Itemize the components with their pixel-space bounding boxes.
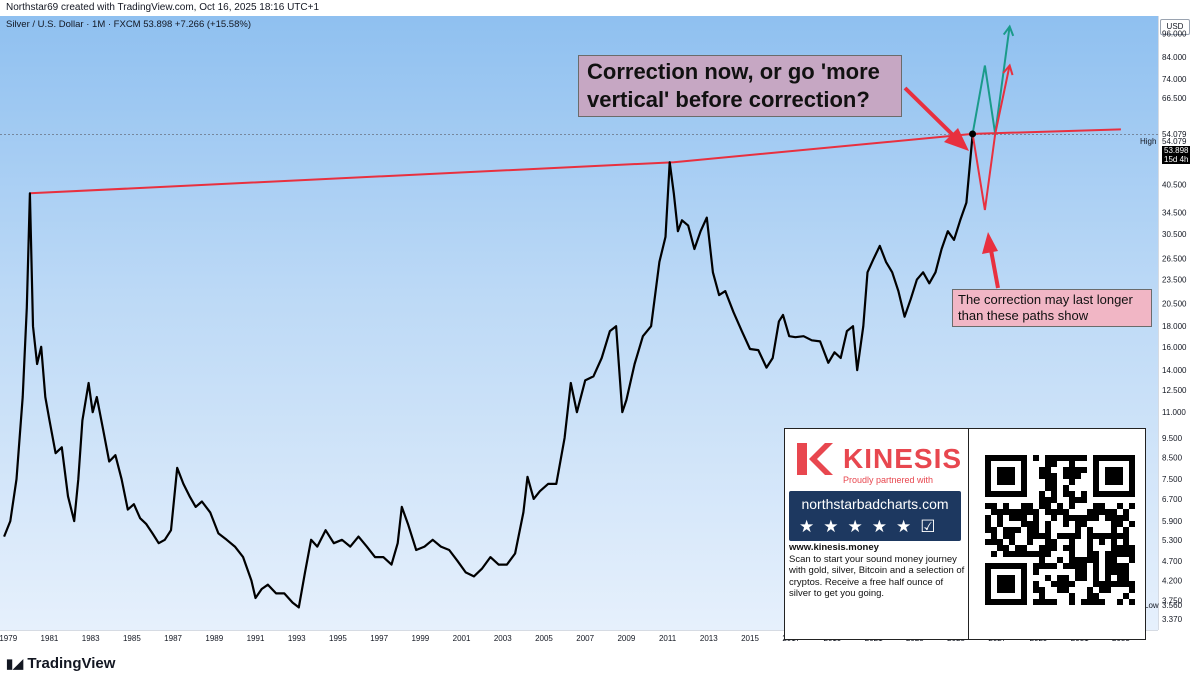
attribution-text: Northstar69 created with TradingView.com…: [6, 2, 320, 13]
x-tick-label: 2009: [617, 634, 635, 643]
y-tick-label: 18.000: [1162, 322, 1187, 331]
ad-website[interactable]: www.kinesis.money: [789, 542, 879, 553]
callout2-arrow-icon: [982, 232, 998, 254]
x-tick-label: 2015: [741, 634, 759, 643]
callout-arrow-icon: [944, 128, 969, 151]
attribution-bar: Northstar69 created with TradingView.com…: [0, 0, 1200, 16]
y-tick-label: 8.500: [1162, 453, 1183, 462]
x-tick-label: 2001: [453, 634, 471, 643]
callout-correction-question: Correction now, or go 'more vertical' be…: [578, 55, 902, 117]
rating-stars-icon: ★★★★★☑: [799, 517, 945, 536]
x-tick-label: 1999: [411, 634, 429, 643]
ad-body: Scan to start your sound money journey w…: [789, 553, 965, 600]
y-tick-label: 40.500: [1162, 180, 1187, 189]
green-arrowhead-icon: [1002, 24, 1015, 37]
y-tick-label: 6.700: [1162, 495, 1183, 504]
low-label: Low: [1144, 601, 1159, 610]
tradingview-logo[interactable]: ▮◢ TradingView: [6, 655, 115, 672]
y-tick-label: 11.000: [1162, 408, 1186, 417]
ad-divider: [968, 429, 969, 639]
y-tick-label: 20.500: [1162, 299, 1187, 308]
y-tick-label: 4.200: [1162, 576, 1183, 585]
y-tick-label: 16.000: [1162, 343, 1187, 352]
current-price-dot: [969, 130, 977, 138]
red-projection-path: [971, 65, 1011, 211]
x-tick-label: 1979: [0, 634, 18, 643]
kinesis-k-icon: [797, 443, 833, 475]
y-tick-label: 14.000: [1162, 366, 1187, 375]
x-tick-label: 2005: [535, 634, 553, 643]
x-tick-label: 2013: [700, 634, 718, 643]
y-tick-label: 3.750: [1162, 596, 1183, 605]
x-tick-label: 2007: [576, 634, 594, 643]
last-price-tag: 53.898: [1162, 146, 1191, 155]
qr-code-icon[interactable]: [985, 455, 1135, 605]
x-tick-label: 1993: [288, 634, 306, 643]
callout2-arrow-shaft: [989, 249, 1000, 289]
x-tick-label: 2011: [659, 634, 677, 643]
symbol-legend[interactable]: Silver / U.S. Dollar · 1M · FXCM 53.898 …: [6, 19, 251, 30]
bar-countdown: 15d 4h: [1162, 155, 1191, 164]
x-tick-label: 1981: [41, 634, 59, 643]
price-axis[interactable]: [1158, 16, 1200, 630]
tv-mark-icon: ▮◢: [6, 656, 24, 671]
x-tick-label: 1983: [82, 634, 100, 643]
y-tick-label: 3.370: [1162, 615, 1183, 624]
silver-price-line: [3, 134, 974, 609]
red-arrowhead-icon: [1002, 63, 1014, 76]
x-tick-label: 1991: [247, 634, 265, 643]
green-projection-path: [971, 26, 1011, 135]
y-tick-label: 12.500: [1162, 386, 1187, 395]
y-tick-label: 23.500: [1162, 276, 1187, 285]
partner-url: northstarbadcharts.com: [801, 496, 949, 512]
resistance-trendline: [29, 128, 1121, 195]
ad-copy: www.kinesis.money Scan to start your sou…: [789, 542, 965, 600]
y-tick-label: 4.700: [1162, 557, 1183, 566]
x-tick-label: 1997: [370, 634, 388, 643]
y-tick-label: 5.900: [1162, 517, 1183, 526]
partner-badge[interactable]: northstarbadcharts.com ★★★★★☑: [789, 491, 961, 541]
footer: [0, 648, 1200, 682]
y-tick-label: 54.079: [1162, 130, 1187, 139]
y-tick-label: 7.500: [1162, 475, 1183, 484]
y-tick-label: 5.300: [1162, 536, 1183, 545]
high-label: High: [1140, 137, 1157, 146]
currency-button[interactable]: USD: [1160, 19, 1190, 35]
x-tick-label: 1995: [329, 634, 347, 643]
callout-arrow-shaft: [903, 86, 960, 142]
kinesis-logo: KINESIS Proudly partnered with: [791, 435, 963, 487]
y-tick-label: 9.500: [1162, 434, 1183, 443]
kinesis-advert[interactable]: KINESIS Proudly partnered with northstar…: [784, 428, 1146, 640]
y-tick-label: 96.000: [1162, 30, 1187, 39]
x-tick-label: 1985: [123, 634, 141, 643]
y-tick-label: 66.500: [1162, 94, 1187, 103]
x-tick-label: 1987: [164, 634, 182, 643]
high-value: 54.079: [1162, 137, 1187, 146]
x-tick-label: 2003: [494, 634, 512, 643]
callout-correction-note: The correction may last longer than thes…: [952, 289, 1152, 327]
y-tick-label: 34.500: [1162, 208, 1187, 217]
kinesis-brand: KINESIS: [843, 443, 963, 474]
y-tick-label: 26.500: [1162, 255, 1187, 264]
y-tick-label: 74.000: [1162, 75, 1187, 84]
low-value: 3.560: [1162, 601, 1183, 610]
y-tick-label: 84.000: [1162, 53, 1187, 62]
x-tick-label: 1989: [205, 634, 223, 643]
kinesis-tagline: Proudly partnered with: [843, 475, 934, 485]
y-tick-label: 30.500: [1162, 230, 1187, 239]
tradingview-logo-text: TradingView: [27, 655, 116, 672]
y-tick-labels: 96.00084.00074.00066.50054.07946.50040.5…: [1162, 30, 1187, 624]
